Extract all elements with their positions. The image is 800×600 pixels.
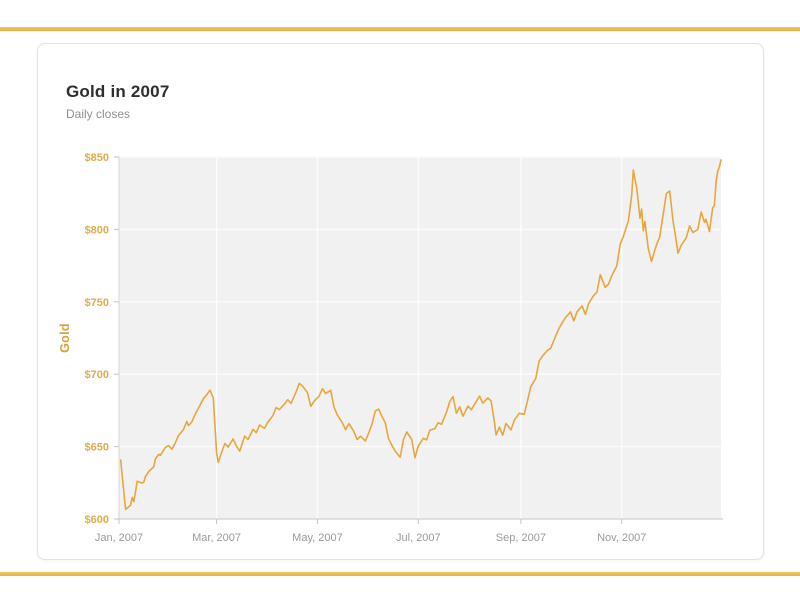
x-tick-label: Jul, 2007: [396, 532, 441, 544]
y-tick-label: $700: [85, 369, 109, 381]
y-tick-label: $800: [85, 224, 109, 236]
y-tick-label: $750: [85, 297, 109, 309]
x-tick-label: Jan, 2007: [95, 532, 143, 544]
x-tick-label: Nov, 2007: [597, 532, 646, 544]
y-tick-label: $650: [85, 442, 109, 454]
x-tick-label: May, 2007: [292, 532, 343, 544]
chart-subtitle: Daily closes: [66, 107, 131, 121]
chart-title: Gold in 2007: [66, 82, 170, 101]
y-tick-label: $850: [85, 152, 109, 164]
gold-line-chart: $600 $650 $700 $750 $800 $850 Jan, 2007 Mar, 2…: [58, 152, 723, 544]
chart-card: Gold in 2007 Daily closes $600 $650 $700 $7…: [37, 43, 764, 560]
plot-area: [119, 157, 721, 519]
gold-price-line: [119, 159, 722, 511]
y-axis-tick-labels: $600 $650 $700 $750 $800 $850: [85, 152, 109, 526]
top-accent-bar: [0, 27, 800, 31]
x-axis-tick-labels: Jan, 2007 Mar, 2007 May, 2007 Jul, 2007 Sep,…: [95, 532, 647, 544]
y-tick-label: $600: [85, 514, 109, 526]
x-tick-label: Sep, 2007: [496, 532, 546, 544]
bottom-accent-bar: [0, 572, 800, 576]
x-tick-label: Mar, 2007: [192, 532, 241, 544]
y-axis-title: Gold: [58, 323, 72, 353]
axes: [114, 156, 723, 524]
gridlines: [119, 156, 721, 519]
